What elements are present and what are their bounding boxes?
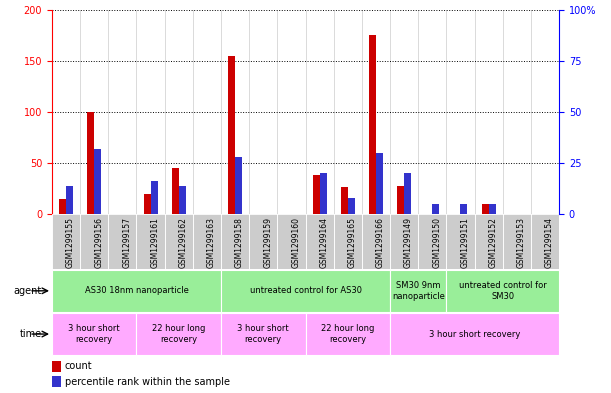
Bar bbox=[531, 214, 559, 269]
Text: untreated control for
SM30: untreated control for SM30 bbox=[459, 281, 547, 301]
Text: GSM1299154: GSM1299154 bbox=[545, 217, 554, 268]
Bar bbox=[369, 35, 376, 214]
Bar bbox=[404, 173, 411, 214]
Bar bbox=[172, 168, 179, 214]
Text: GSM1299155: GSM1299155 bbox=[66, 217, 75, 268]
Text: 3 hour short
recovery: 3 hour short recovery bbox=[238, 324, 289, 344]
Text: count: count bbox=[65, 362, 92, 371]
Bar bbox=[489, 204, 496, 214]
Bar bbox=[66, 185, 73, 214]
Bar bbox=[418, 214, 447, 269]
Bar bbox=[52, 376, 61, 387]
Bar bbox=[221, 313, 306, 355]
Bar bbox=[433, 204, 439, 214]
Bar bbox=[87, 112, 94, 214]
Text: 3 hour short recovery: 3 hour short recovery bbox=[429, 330, 520, 338]
Text: 22 hour long
recovery: 22 hour long recovery bbox=[321, 324, 375, 344]
Text: time: time bbox=[20, 329, 42, 339]
Text: percentile rank within the sample: percentile rank within the sample bbox=[65, 377, 230, 387]
Bar bbox=[249, 214, 277, 269]
Bar bbox=[228, 56, 235, 214]
Text: GSM1299165: GSM1299165 bbox=[348, 217, 357, 268]
Text: GSM1299151: GSM1299151 bbox=[461, 217, 469, 268]
Text: GSM1299158: GSM1299158 bbox=[235, 217, 244, 268]
Bar bbox=[306, 214, 334, 269]
Bar bbox=[376, 153, 383, 214]
Bar bbox=[193, 214, 221, 269]
Bar bbox=[94, 149, 101, 214]
Bar bbox=[235, 157, 242, 214]
Bar bbox=[52, 313, 136, 355]
Bar bbox=[461, 204, 467, 214]
Text: GSM1299153: GSM1299153 bbox=[517, 217, 526, 268]
Text: GSM1299162: GSM1299162 bbox=[179, 217, 188, 268]
Bar bbox=[390, 313, 559, 355]
Bar bbox=[108, 214, 136, 269]
Bar bbox=[136, 214, 164, 269]
Bar bbox=[164, 214, 193, 269]
Bar bbox=[221, 270, 390, 312]
Bar bbox=[475, 214, 503, 269]
Bar bbox=[390, 270, 447, 312]
Text: agent: agent bbox=[13, 286, 42, 296]
Text: GSM1299156: GSM1299156 bbox=[94, 217, 103, 268]
Bar bbox=[320, 173, 327, 214]
Text: GSM1299152: GSM1299152 bbox=[489, 217, 497, 268]
Bar bbox=[150, 182, 158, 214]
Bar bbox=[52, 270, 221, 312]
Text: GSM1299166: GSM1299166 bbox=[376, 217, 385, 268]
Bar bbox=[341, 187, 348, 214]
Bar bbox=[481, 204, 489, 214]
Bar bbox=[503, 214, 531, 269]
Bar bbox=[179, 185, 186, 214]
Bar bbox=[144, 194, 150, 214]
Bar bbox=[136, 313, 221, 355]
Bar bbox=[362, 214, 390, 269]
Bar bbox=[447, 270, 559, 312]
Text: GSM1299160: GSM1299160 bbox=[291, 217, 301, 268]
Bar bbox=[334, 214, 362, 269]
Text: GSM1299150: GSM1299150 bbox=[433, 217, 441, 268]
Bar bbox=[277, 214, 306, 269]
Text: GSM1299164: GSM1299164 bbox=[320, 217, 329, 268]
Text: 22 hour long
recovery: 22 hour long recovery bbox=[152, 324, 205, 344]
Bar bbox=[52, 214, 80, 269]
Text: GSM1299163: GSM1299163 bbox=[207, 217, 216, 268]
Bar bbox=[447, 214, 475, 269]
Bar bbox=[80, 214, 108, 269]
Bar bbox=[348, 198, 355, 214]
Text: GSM1299159: GSM1299159 bbox=[263, 217, 273, 268]
Text: 3 hour short
recovery: 3 hour short recovery bbox=[68, 324, 120, 344]
Bar bbox=[390, 214, 418, 269]
Text: SM30 9nm
nanoparticle: SM30 9nm nanoparticle bbox=[392, 281, 445, 301]
Text: GSM1299149: GSM1299149 bbox=[404, 217, 413, 268]
Bar bbox=[221, 214, 249, 269]
Bar bbox=[313, 175, 320, 214]
Bar bbox=[306, 313, 390, 355]
Bar bbox=[397, 185, 404, 214]
Text: untreated control for AS30: untreated control for AS30 bbox=[249, 286, 362, 295]
Text: AS30 18nm nanoparticle: AS30 18nm nanoparticle bbox=[84, 286, 188, 295]
Bar bbox=[59, 199, 66, 214]
Bar bbox=[52, 361, 61, 372]
Text: GSM1299161: GSM1299161 bbox=[150, 217, 159, 268]
Text: GSM1299157: GSM1299157 bbox=[122, 217, 131, 268]
